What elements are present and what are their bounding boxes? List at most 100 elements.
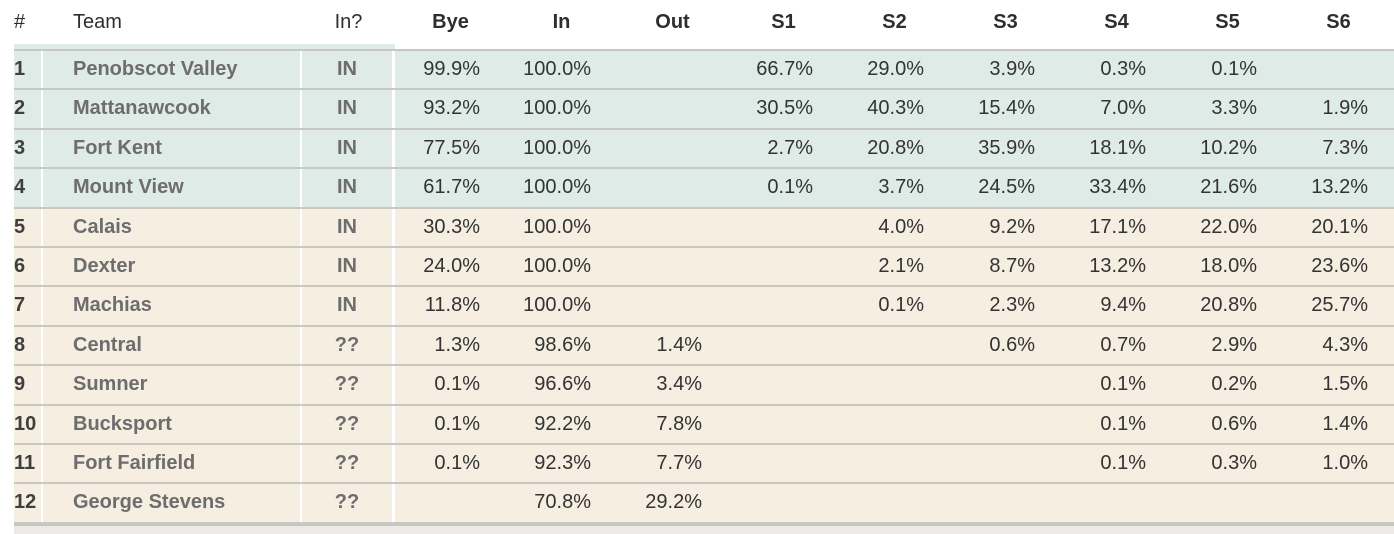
table-row[interactable]: 8 Central ?? 1.3% 98.6% 1.4% 0.6% 0.7% 2…	[14, 326, 1394, 367]
rank-cell: 4	[14, 169, 43, 207]
table-row[interactable]: 2 Mattanawcook IN 93.2% 100.0% 30.5% 40.…	[14, 90, 1394, 130]
value-cell-s1	[728, 327, 839, 364]
value-cell-s2: 0.1%	[878, 294, 924, 317]
col-header-s1: S1	[771, 11, 796, 33]
value-cell-in: 100.0%	[523, 215, 591, 238]
col-header-team: Team	[73, 11, 122, 33]
value-cell-s1: 0.1%	[767, 176, 813, 199]
value-cell-s6	[1283, 484, 1394, 521]
value-cell-s4: 0.1%	[1100, 373, 1146, 396]
status-cell: ??	[302, 405, 395, 444]
team-cell: Mattanawcook	[43, 90, 302, 128]
team-cell: Penobscot Valley	[43, 51, 302, 89]
value-cell-s2	[839, 406, 950, 443]
value-cell-s5: 3.3%	[1211, 97, 1257, 120]
table-row[interactable]: 3 Fort Kent IN 77.5% 100.0% 2.7% 20.8% 3…	[14, 129, 1394, 170]
table-row[interactable]: 5 Calais IN 30.3% 100.0% 4.0% 9.2% 17.1%…	[14, 208, 1394, 249]
rank-cell: 10	[14, 405, 43, 444]
rank-cell: 2	[14, 90, 43, 128]
value-cell-s6: 25.7%	[1311, 294, 1368, 317]
value-cell-s3	[950, 445, 1061, 482]
value-cell-s6: 7.3%	[1322, 136, 1368, 159]
col-header-in-pct: In	[552, 11, 571, 33]
value-cell-s1	[728, 209, 839, 246]
table-row[interactable]: 11 Fort Fairfield ?? 0.1% 92.3% 7.7% 0.1…	[14, 445, 1394, 485]
table-row[interactable]: 6 Dexter IN 24.0% 100.0% 2.1% 8.7% 13.2%…	[14, 248, 1394, 288]
value-cell-s2: 20.8%	[867, 136, 924, 159]
value-cell-s6: 23.6%	[1311, 255, 1368, 278]
rank-cell: 11	[14, 445, 43, 483]
value-cell-s5: 18.0%	[1200, 255, 1257, 278]
value-cell-s6: 13.2%	[1311, 176, 1368, 199]
table-row[interactable]: 4 Mount View IN 61.7% 100.0% 0.1% 3.7% 2…	[14, 169, 1394, 209]
table-row[interactable]: 7 Machias IN 11.8% 100.0% 0.1% 2.3% 9.4%…	[14, 287, 1394, 327]
status-cell: IN	[302, 208, 395, 247]
value-cell-in: 100.0%	[523, 294, 591, 317]
rank-cell: 9	[14, 366, 43, 404]
value-cell-s5: 0.3%	[1211, 452, 1257, 475]
team-cell: Fort Kent	[43, 129, 302, 168]
value-cell-s4: 0.7%	[1100, 333, 1146, 356]
value-cell-s5	[1172, 484, 1283, 521]
status-cell: ??	[302, 445, 395, 483]
status-cell: ??	[302, 326, 395, 365]
value-cell-in: 100.0%	[523, 58, 591, 80]
value-cell-s1	[728, 406, 839, 443]
value-cell-out	[617, 130, 728, 167]
col-header-s4: S4	[1104, 11, 1129, 33]
table-row[interactable]: 10 Bucksport ?? 0.1% 92.2% 7.8% 0.1% 0.6…	[14, 405, 1394, 446]
team-cell: Fort Fairfield	[43, 445, 302, 483]
status-cell: IN	[302, 287, 395, 325]
status-cell: IN	[302, 51, 395, 89]
col-header-s2: S2	[882, 11, 907, 33]
team-cell: Central	[43, 326, 302, 365]
value-cell-s2	[839, 327, 950, 364]
value-cell-bye: 93.2%	[423, 97, 480, 120]
value-cell-s1	[728, 445, 839, 482]
status-cell: IN	[302, 129, 395, 168]
col-header-out: Out	[655, 11, 690, 33]
value-cell-s3: 8.7%	[989, 255, 1035, 278]
value-cell-s4: 7.0%	[1100, 97, 1146, 120]
team-cell: Bucksport	[43, 405, 302, 444]
table-row[interactable]: 9 Sumner ?? 0.1% 96.6% 3.4% 0.1% 0.2% 1.…	[14, 366, 1394, 406]
table-row[interactable]: 1 Penobscot Valley IN 99.9% 100.0% 66.7%…	[14, 51, 1394, 91]
value-cell-s3: 3.9%	[989, 58, 1035, 80]
value-cell-s1: 66.7%	[756, 58, 813, 80]
value-cell-s1: 2.7%	[767, 136, 813, 159]
rank-cell: 7	[14, 287, 43, 325]
table-row[interactable]: 12 George Stevens ?? 70.8% 29.2%	[14, 484, 1394, 524]
value-cell-out	[617, 248, 728, 285]
value-cell-out: 7.8%	[656, 412, 702, 435]
col-header-s3: S3	[993, 11, 1018, 33]
value-cell-s4	[1061, 484, 1172, 521]
value-cell-s2: 3.7%	[878, 176, 924, 199]
value-cell-s4: 0.3%	[1100, 58, 1146, 80]
rank-cell: 1	[14, 51, 43, 89]
value-cell-bye: 24.0%	[423, 255, 480, 278]
value-cell-s1	[728, 484, 839, 521]
value-cell-s3: 24.5%	[978, 176, 1035, 199]
value-cell-s2: 40.3%	[867, 97, 924, 120]
value-cell-bye: 99.9%	[423, 58, 480, 80]
col-header-bye: Bye	[432, 11, 469, 33]
value-cell-s2	[839, 484, 950, 521]
col-header-rank: #	[14, 11, 26, 33]
value-cell-in: 100.0%	[523, 136, 591, 159]
status-cell: IN	[302, 90, 395, 128]
value-cell-s5: 0.6%	[1211, 412, 1257, 435]
status-cell: ??	[302, 484, 395, 522]
table-header-row: # Team In? Bye In Out S1 S2 S3 S4 S5 S6	[14, 0, 1394, 51]
value-cell-s6: 4.3%	[1322, 333, 1368, 356]
value-cell-s3: 2.3%	[989, 294, 1035, 317]
value-cell-bye	[395, 484, 506, 521]
value-cell-s6	[1283, 51, 1394, 88]
value-cell-bye: 30.3%	[423, 215, 480, 238]
value-cell-out	[617, 169, 728, 206]
value-cell-out	[617, 90, 728, 127]
team-cell: Calais	[43, 208, 302, 247]
value-cell-s5: 2.9%	[1211, 333, 1257, 356]
value-cell-out: 29.2%	[645, 491, 702, 514]
value-cell-s2: 29.0%	[867, 58, 924, 80]
